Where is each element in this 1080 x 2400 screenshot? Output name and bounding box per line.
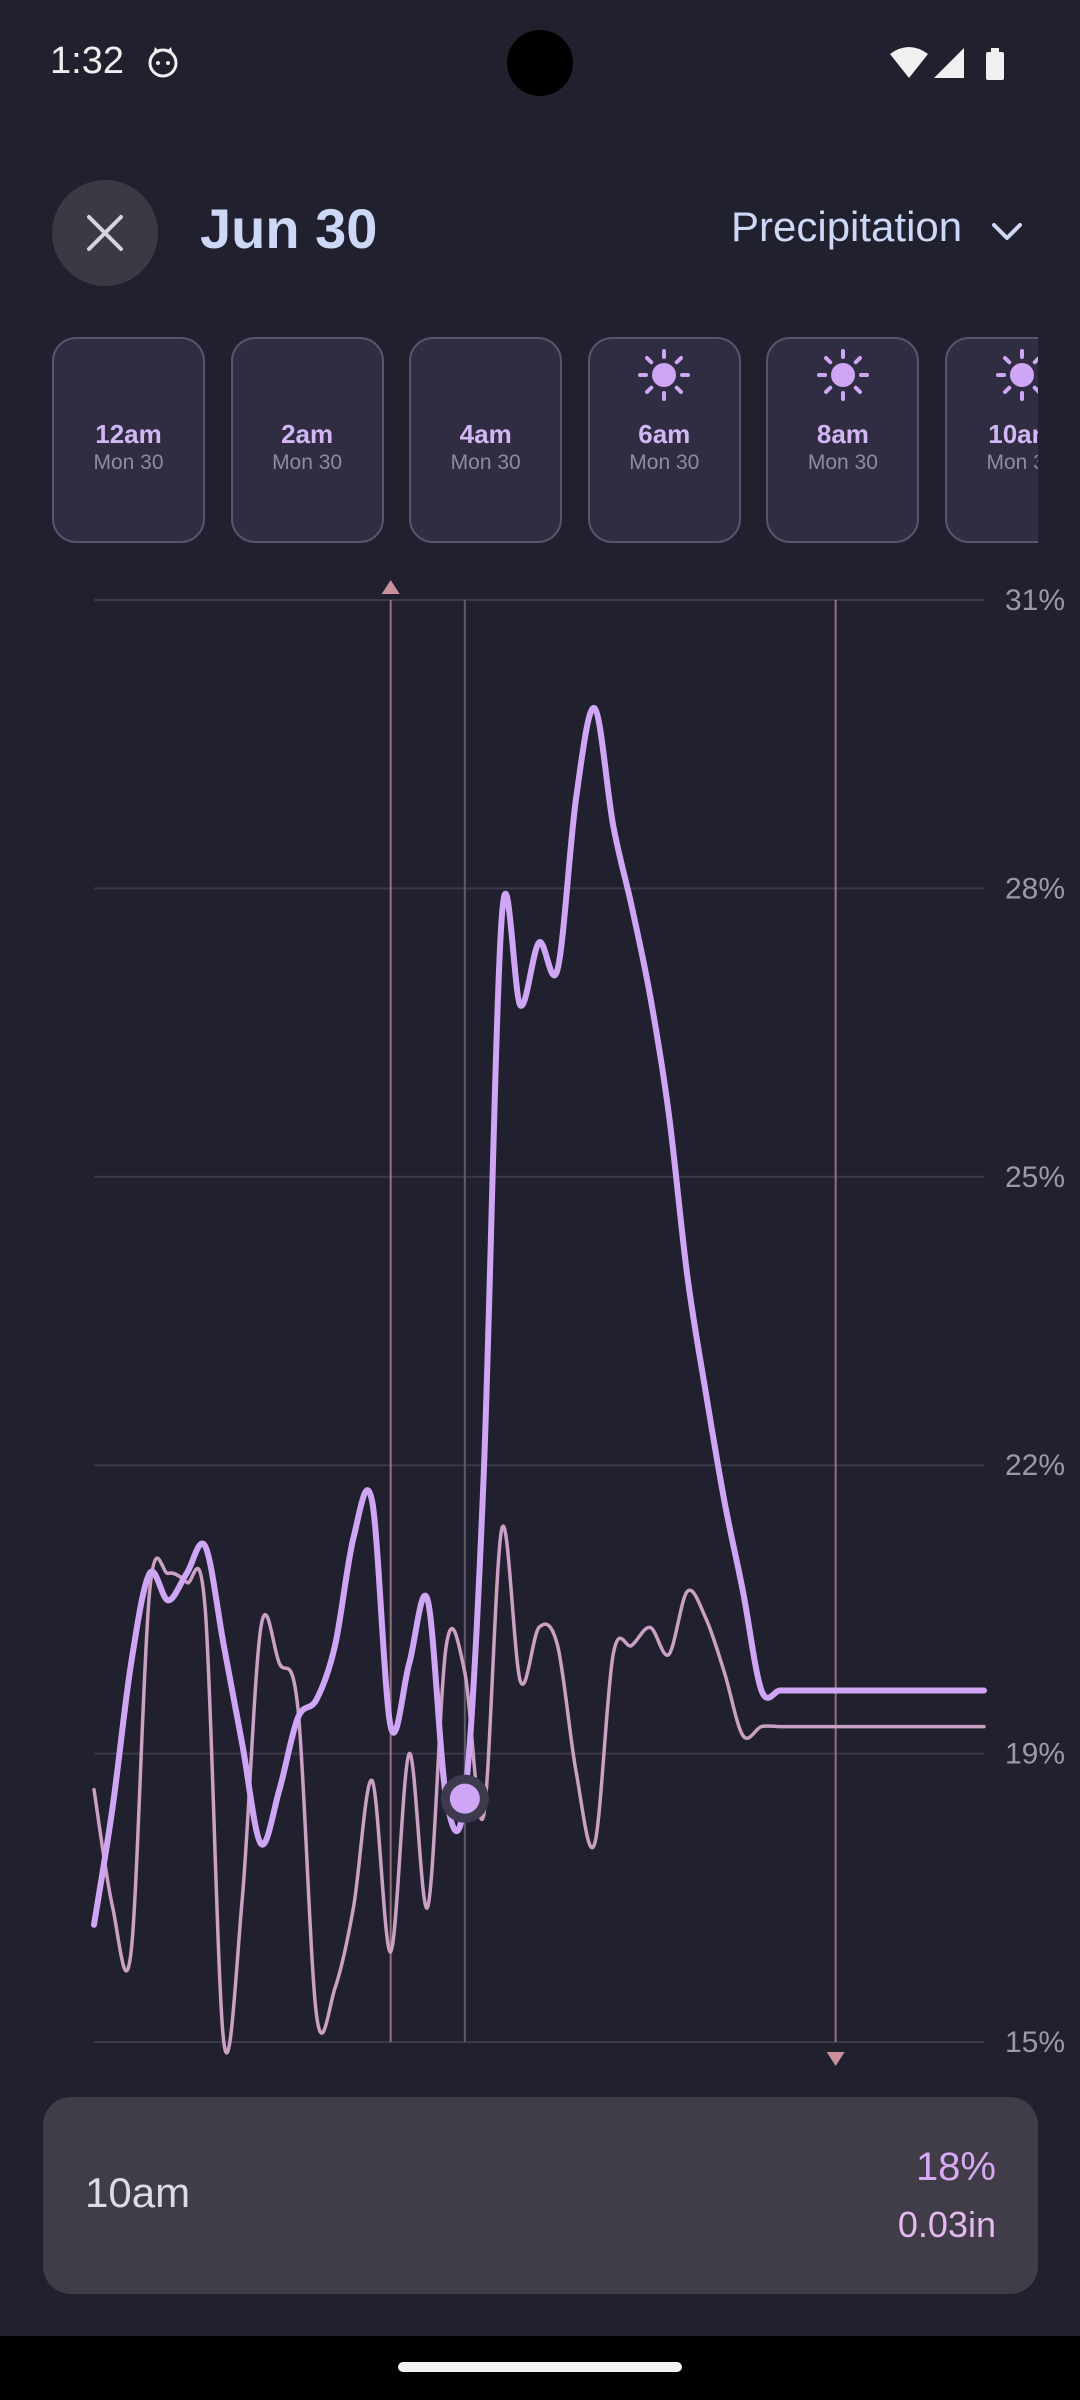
y-tick-label: 31% bbox=[1005, 584, 1065, 617]
hour-card-day: Mon 30 bbox=[807, 451, 878, 474]
y-tick-label: 22% bbox=[1005, 1449, 1065, 1482]
readout-amount: 0.03in bbox=[897, 2204, 996, 2245]
hour-card-time: 10am bbox=[988, 419, 1038, 449]
readout-percent: 18% bbox=[915, 2145, 996, 2189]
close-button[interactable] bbox=[52, 180, 158, 286]
hour-card-time: 8am bbox=[816, 419, 869, 449]
hour-card-time: 2am bbox=[281, 419, 334, 449]
date-title: Jun 30 bbox=[200, 197, 378, 260]
wifi-icon bbox=[890, 47, 928, 78]
range-start-triangle bbox=[381, 580, 400, 594]
hour-card-day: Mon 30 bbox=[986, 451, 1038, 474]
chevron-down-icon[interactable] bbox=[991, 222, 1023, 242]
hour-card-8am[interactable]: 8am Mon 30 bbox=[766, 337, 920, 543]
selected-point bbox=[449, 1783, 480, 1814]
series-line-secondary bbox=[92, 1524, 986, 2055]
readout-time: 10am bbox=[85, 2169, 191, 2216]
sun-icon bbox=[638, 349, 691, 401]
moon-icon bbox=[289, 351, 314, 399]
metric-dropdown[interactable]: Precipitation bbox=[731, 203, 963, 250]
y-tick-label: 28% bbox=[1005, 872, 1065, 905]
hourly-strip[interactable]: 12am Mon 30 2am Mon 30 4am Mon 30 6am Mon 30… bbox=[52, 337, 1038, 547]
camera-cutout bbox=[507, 30, 573, 96]
hour-card-6am[interactable]: 6am Mon 30 bbox=[587, 337, 741, 543]
y-tick-label: 19% bbox=[1005, 1738, 1065, 1771]
precipitation-chart[interactable]: 31% 28% 25% 22% 19% 15% bbox=[0, 570, 1080, 2070]
y-tick-label: 25% bbox=[1005, 1161, 1065, 1194]
hour-card-10am[interactable]: 10amMon 30 bbox=[945, 337, 1038, 543]
hour-card-2am[interactable]: 2am Mon 30 bbox=[230, 337, 384, 543]
moon-icon bbox=[110, 351, 135, 399]
hour-card-day: Mon 30 bbox=[450, 451, 521, 474]
hour-card-day: Mon 30 bbox=[272, 451, 343, 474]
hour-card-4am[interactable]: 4am Mon 30 bbox=[409, 337, 563, 543]
sun-icon bbox=[816, 349, 869, 401]
system-indicators bbox=[890, 47, 1004, 80]
hour-card-day: Mon 30 bbox=[629, 451, 700, 474]
signal-icon bbox=[934, 48, 964, 78]
hour-card-day: Mon 30 bbox=[93, 451, 164, 474]
close-icon bbox=[87, 215, 123, 251]
hour-card-12am[interactable]: 12am Mon 30 bbox=[52, 337, 205, 543]
selection-readout: 10am 18% 0.03in bbox=[43, 2097, 1038, 2294]
series-line-primary bbox=[91, 705, 987, 1928]
sun-icon bbox=[995, 349, 1038, 401]
home-gesture-handle[interactable] bbox=[398, 2362, 682, 2372]
hour-card-time: 6am bbox=[638, 419, 691, 449]
status-time: 1:32 bbox=[50, 40, 124, 82]
battery-icon bbox=[986, 48, 1004, 80]
range-end-triangle bbox=[826, 2052, 845, 2066]
hour-card-time: 12am bbox=[95, 419, 162, 449]
hour-card-time: 4am bbox=[459, 419, 512, 449]
y-tick-label: 15% bbox=[1005, 2026, 1065, 2059]
status-bar: 1:32 bbox=[0, 0, 1080, 130]
moon-icon bbox=[467, 351, 492, 399]
cat-icon bbox=[148, 47, 178, 78]
